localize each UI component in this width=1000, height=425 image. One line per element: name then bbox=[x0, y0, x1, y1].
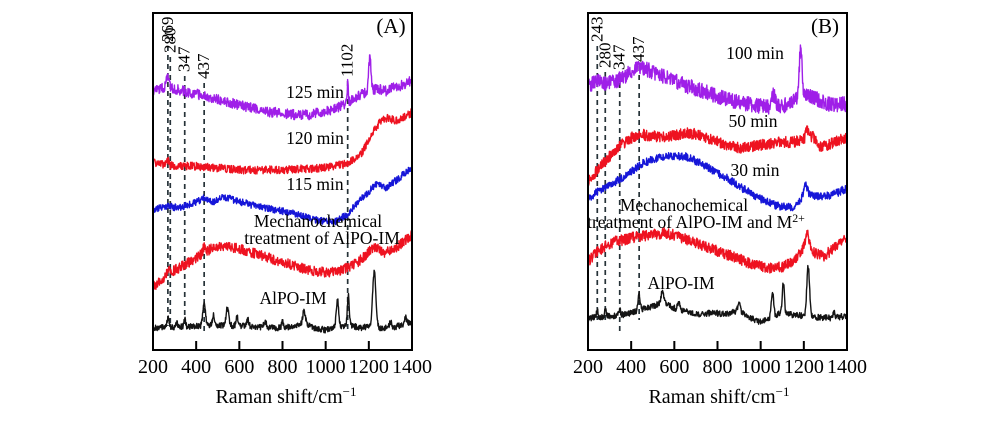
x-axis-label-B: Raman shift/cm−1 bbox=[648, 384, 789, 408]
vline-value-label-437: 437 bbox=[194, 53, 213, 79]
x-tick-label-200: 200 bbox=[138, 356, 168, 378]
x-tick-label-400: 400 bbox=[181, 356, 211, 378]
series-curve-120-min bbox=[152, 108, 413, 175]
vline-value-label-243: 243 bbox=[587, 17, 606, 43]
series-label-100-min: 100 min bbox=[726, 43, 784, 63]
plot-frame-A bbox=[152, 12, 413, 351]
x-tick-label-800: 800 bbox=[703, 356, 733, 378]
series-curve-mechanochemical-treatment-of-alpo-im-and-m2 bbox=[587, 226, 848, 274]
series-label-50-min: 50 min bbox=[728, 111, 777, 131]
series-curve-115-min bbox=[152, 165, 413, 227]
series-label-125-min: 125 min bbox=[286, 82, 344, 102]
series-label-alpo-im: AlPO-IM bbox=[259, 288, 327, 308]
vline-value-label-269: 269 bbox=[158, 17, 177, 43]
vline-value-label-347: 347 bbox=[175, 46, 194, 72]
series-label-mechanochemical-treatment-of-alpo-im-and-m2-line2: treatment of AlPO-IM and M2+ bbox=[587, 211, 805, 232]
panel-A: 125 min 120 min 115 min Mechanochemicaltrea… bbox=[138, 12, 432, 408]
vline-value-label-280: 280 bbox=[595, 43, 614, 69]
vline-value-label-437: 437 bbox=[629, 36, 648, 62]
series-label-alpo-im: AlPO-IM bbox=[647, 273, 715, 293]
series-label-30-min: 30 min bbox=[730, 160, 779, 180]
series-label-120-min: 120 min bbox=[286, 128, 344, 148]
panel-label-B: (B) bbox=[811, 14, 839, 38]
series-curve-100-min bbox=[587, 44, 848, 115]
x-axis-label-A: Raman shift/cm−1 bbox=[215, 384, 356, 408]
series-label-mechanochemical-treatment-of-alpo-im-line2: treatment of AlPO-IM bbox=[244, 228, 400, 248]
panel-B: 100 min 50 min 30 min Mechanochemicaltreatm… bbox=[573, 12, 867, 408]
plot-frame-B bbox=[587, 12, 848, 351]
series-curve-alpo-im bbox=[152, 269, 413, 334]
x-tick-label-600: 600 bbox=[224, 356, 254, 378]
series-curve-alpo-im bbox=[587, 264, 848, 325]
x-tick-label-200: 200 bbox=[573, 356, 603, 378]
x-tick-label-1400: 1400 bbox=[827, 356, 867, 378]
x-tick-label-1200: 1200 bbox=[784, 356, 824, 378]
x-tick-label-400: 400 bbox=[616, 356, 646, 378]
panel-label-A: (A) bbox=[376, 14, 405, 38]
vline-value-label-1102: 1102 bbox=[338, 44, 357, 77]
series-curve-30-min bbox=[587, 151, 848, 212]
x-tick-label-1400: 1400 bbox=[392, 356, 432, 378]
vline-value-label-347: 347 bbox=[610, 44, 629, 70]
vline-value-label-280: 280 bbox=[160, 28, 179, 54]
series-label-115-min: 115 min bbox=[286, 174, 343, 194]
x-tick-label-1200: 1200 bbox=[349, 356, 389, 378]
series-curve-125-min bbox=[152, 54, 413, 121]
x-tick-label-800: 800 bbox=[268, 356, 298, 378]
x-tick-label-1000: 1000 bbox=[741, 356, 781, 378]
series-label-mechanochemical-treatment-of-alpo-im-line1: Mechanochemical bbox=[254, 211, 382, 231]
x-tick-label-1000: 1000 bbox=[306, 356, 346, 378]
series-curve-mechanochemical-treatment-of-alpo-im bbox=[152, 229, 413, 290]
series-curve-50-min bbox=[587, 125, 848, 187]
series-label-mechanochemical-treatment-of-alpo-im-and-m2-line1: Mechanochemical bbox=[620, 195, 748, 215]
x-tick-label-600: 600 bbox=[659, 356, 689, 378]
